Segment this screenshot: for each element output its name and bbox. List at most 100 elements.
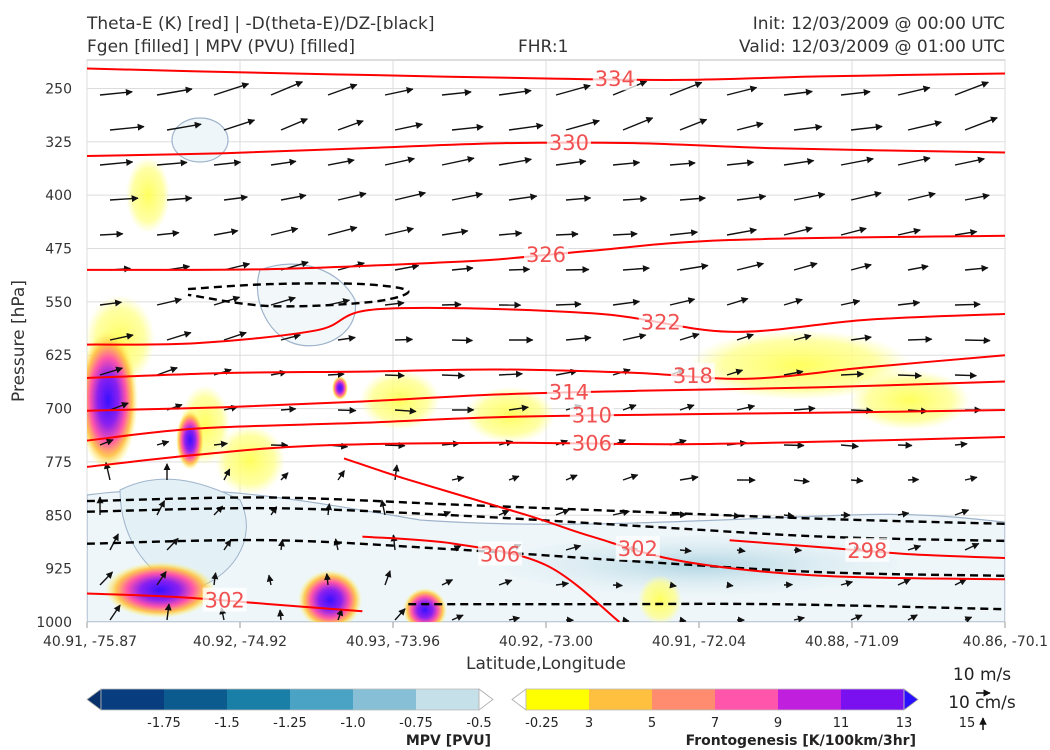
wind-arrow: [565, 334, 592, 342]
wind-arrow: [1012, 374, 1030, 375]
x-tick-label: 40.88, -71.09: [805, 634, 899, 650]
wind-arrow: [109, 332, 134, 341]
wind-arrow: [384, 226, 415, 236]
wind-arrow: [280, 405, 297, 413]
wind-arrow: [726, 297, 749, 306]
wind-arrow: [451, 475, 465, 483]
wind-arrow: [266, 574, 274, 586]
wind-arrow: [1012, 233, 1036, 235]
wind-arrow: [679, 474, 699, 482]
colorbar-extend-low: [86, 688, 102, 711]
y-axis-ticks: 250 325 400 475 550 625 700 775 850 925 1000: [36, 81, 72, 631]
x-tick-label: 40.91, -75.87: [43, 634, 137, 650]
wind-arrow: [736, 261, 765, 271]
wind-arrow: [337, 119, 364, 131]
wind-arrow: [441, 228, 469, 236]
theta-e-contour-label: 298: [847, 539, 887, 563]
y-axis-label: Pressure [hPa]: [9, 280, 29, 402]
wind-arrow: [327, 370, 345, 378]
wind-arrow: [907, 191, 936, 201]
wind-arrow: [1022, 118, 1050, 130]
wind-arrow: [1022, 544, 1035, 550]
wind-arrow: [555, 300, 582, 308]
wind-arrow: [384, 156, 415, 166]
wind-arrow: [270, 158, 297, 166]
wind-arrow: [964, 116, 998, 131]
wind-arrow: [223, 468, 231, 481]
theta-e-contour-label: 326: [526, 243, 566, 267]
wind-arrow: [555, 83, 591, 96]
wind-arrow: [964, 192, 990, 201]
wind-arrow: [897, 227, 921, 236]
wind-arrow: [441, 372, 466, 380]
wind-arrow: [337, 406, 357, 414]
wind-arrow: [441, 156, 475, 166]
wind-arrow: [166, 195, 193, 202]
wind-arrow: [954, 81, 989, 96]
wind-arrow: [850, 334, 872, 342]
wind-reference-key: 10 m/s 10 cm/s: [948, 665, 1016, 730]
wind-arrow: [907, 263, 929, 271]
contour-label-bg: [478, 541, 523, 566]
wind-arrow: [156, 159, 188, 167]
wind-arrow: [280, 193, 307, 201]
x-tick-label: 40.91, -72.04: [652, 634, 746, 650]
wind-arrow: [213, 159, 242, 167]
wind-arrow: [394, 122, 423, 131]
colorbar-title: Frontogenesis [K/100km/3hr]: [686, 733, 916, 749]
y-tick-label: 250: [45, 81, 72, 97]
wind-arrow: [565, 194, 592, 202]
wind-arrow: [897, 372, 922, 380]
contour-label-bg: [615, 536, 660, 561]
wind-arrow: [726, 227, 757, 236]
wind-arrow: [555, 508, 570, 516]
colorbar-tick-label: 15: [959, 716, 976, 731]
wind-arrow: [394, 190, 427, 201]
wind-arrow: [166, 331, 192, 341]
theta-e-contour-label: 306: [480, 542, 520, 566]
colorbar-tick-label: -1.5: [214, 716, 239, 731]
wind-arrow: [384, 371, 405, 379]
contour-label-bg: [670, 362, 715, 387]
wind-arrow: [897, 299, 921, 307]
colorbar-tick-label: 11: [833, 716, 850, 731]
wind-arrow: [1012, 81, 1046, 95]
wind-arrow: [907, 120, 942, 131]
theta-e-contour-label: 330: [549, 131, 589, 155]
wind-arrow: [783, 511, 795, 519]
wind-arrow: [622, 265, 650, 273]
wind-arrow: [384, 442, 406, 450]
wind-arrow: [213, 228, 239, 236]
wind-arrow: [793, 333, 812, 341]
colorbar-frame: [100, 688, 480, 711]
theta-e-contour: [87, 409, 1005, 442]
x-tick-label: 40.92, -73.00: [499, 634, 593, 650]
wind-arrow: [498, 579, 513, 586]
x-tick-label: 40.92, -74.92: [193, 634, 287, 650]
wind-arrow: [1022, 408, 1036, 410]
wind-arrow: [278, 539, 285, 551]
wind-arrow: [669, 159, 696, 167]
wind-arrow: [622, 473, 639, 481]
x-axis-label: Latitude,Longitude: [466, 654, 626, 674]
colorbar-tick-label: -1.75: [147, 716, 181, 731]
wind-arrow: [679, 616, 687, 622]
theta-e-contour: [87, 354, 1005, 380]
wind-arrow: [451, 123, 484, 131]
wind-arrow: [441, 301, 462, 309]
wind-arrow: [907, 614, 918, 621]
y-tick-label: 775: [45, 455, 72, 471]
wind-arrow: [379, 499, 387, 516]
wind-arrow: [99, 438, 114, 446]
fgen-core: [403, 588, 447, 622]
wind-arrow: [270, 226, 299, 236]
wind-arrow: [337, 191, 367, 201]
wind-arrow: [441, 579, 454, 586]
fgen-fill: [465, 387, 555, 443]
wind-arrow: [498, 370, 523, 378]
colorbar-segment: [652, 689, 716, 710]
wind-arrow: [897, 510, 910, 518]
theta-e-contour-label: 310: [572, 404, 612, 428]
wind-arrow: [736, 546, 746, 554]
wind-arrow: [498, 156, 532, 166]
